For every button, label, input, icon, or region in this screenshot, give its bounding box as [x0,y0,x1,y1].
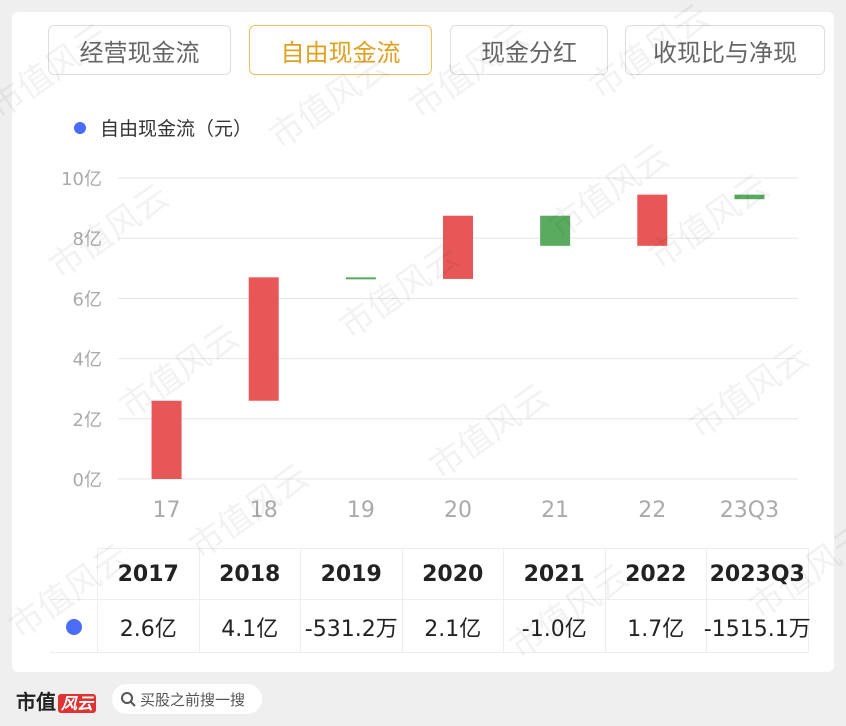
table-value: -1.0亿 [504,601,606,653]
tab[interactable]: 现金分红 [450,25,608,75]
x-tick-label: 18 [250,498,278,523]
x-tick-label: 17 [153,498,181,523]
x-tick-label: 20 [444,498,472,523]
x-tick-label: 23Q3 [720,498,779,523]
legend-dot [74,122,86,134]
x-tick-label: 19 [347,498,375,523]
search-placeholder: 买股之前搜一搜 [140,690,246,709]
data-table: 2017 2.6亿 2018 4.1亿 2019 -531.2万 2020 2.1亿 2021-… [50,548,811,655]
x-tick-label: 22 [638,498,666,523]
table-header: 2021 [504,548,606,600]
tab[interactable]: 自由现金流 [249,25,432,75]
row-marker [50,601,98,653]
y-tick-label: 6亿 [73,289,102,310]
bar [540,215,571,246]
y-tick-label: 4亿 [73,350,102,371]
legend: 自由现金流（元） [74,114,252,141]
bar [248,277,279,401]
footer: 市值 风云 买股之前搜一搜 [0,672,846,726]
row-dot [65,618,82,635]
bar [637,194,668,246]
y-tick-label: 0亿 [73,470,102,491]
bar [151,400,182,479]
table-header: 2017 [98,548,200,600]
search-icon [121,692,136,707]
table-header: 2018 [199,548,301,600]
table-value: 1.7亿 [605,601,707,653]
logo-text: 市值 [16,690,56,714]
tab[interactable]: 经营现金流 [48,25,231,75]
table-value: 2.1亿 [402,601,504,653]
table-header: 2023Q3 [707,548,809,600]
tab[interactable]: 收现比与净现 [625,25,825,75]
y-tick-label: 10亿 [61,169,102,190]
legend-label: 自由现金流（元） [100,118,253,140]
table-value: 4.1亿 [199,601,301,653]
table-corner [50,548,98,600]
chart: 0亿 2亿 4亿 6亿 8亿 10亿 17 18 19 20 21 22 23Q3 [61,169,798,523]
card: 经营现金流 自由现金流 现金分红 收现比与净现 自由现金流（元） 0亿 2亿 4亿 6亿 8亿… [12,12,834,672]
y-tick-label: 2亿 [73,410,102,431]
x-tick-label: 21 [541,498,569,523]
table-header: 2020 [402,548,504,600]
table-header: 2019 [301,548,403,600]
table-value: -1515.1万 [704,601,811,653]
y-tick-label: 8亿 [73,229,102,250]
bar [443,215,473,279]
logo-mark: 风云 [58,694,97,713]
table-value: -531.2万 [301,601,403,653]
bar [734,194,765,200]
table-value: 2.6亿 [98,601,200,653]
table-header: 2022 [605,548,707,600]
bar [345,277,376,280]
search-box[interactable]: 买股之前搜一搜 [112,684,262,714]
logo: 市值 风云 [16,686,97,715]
